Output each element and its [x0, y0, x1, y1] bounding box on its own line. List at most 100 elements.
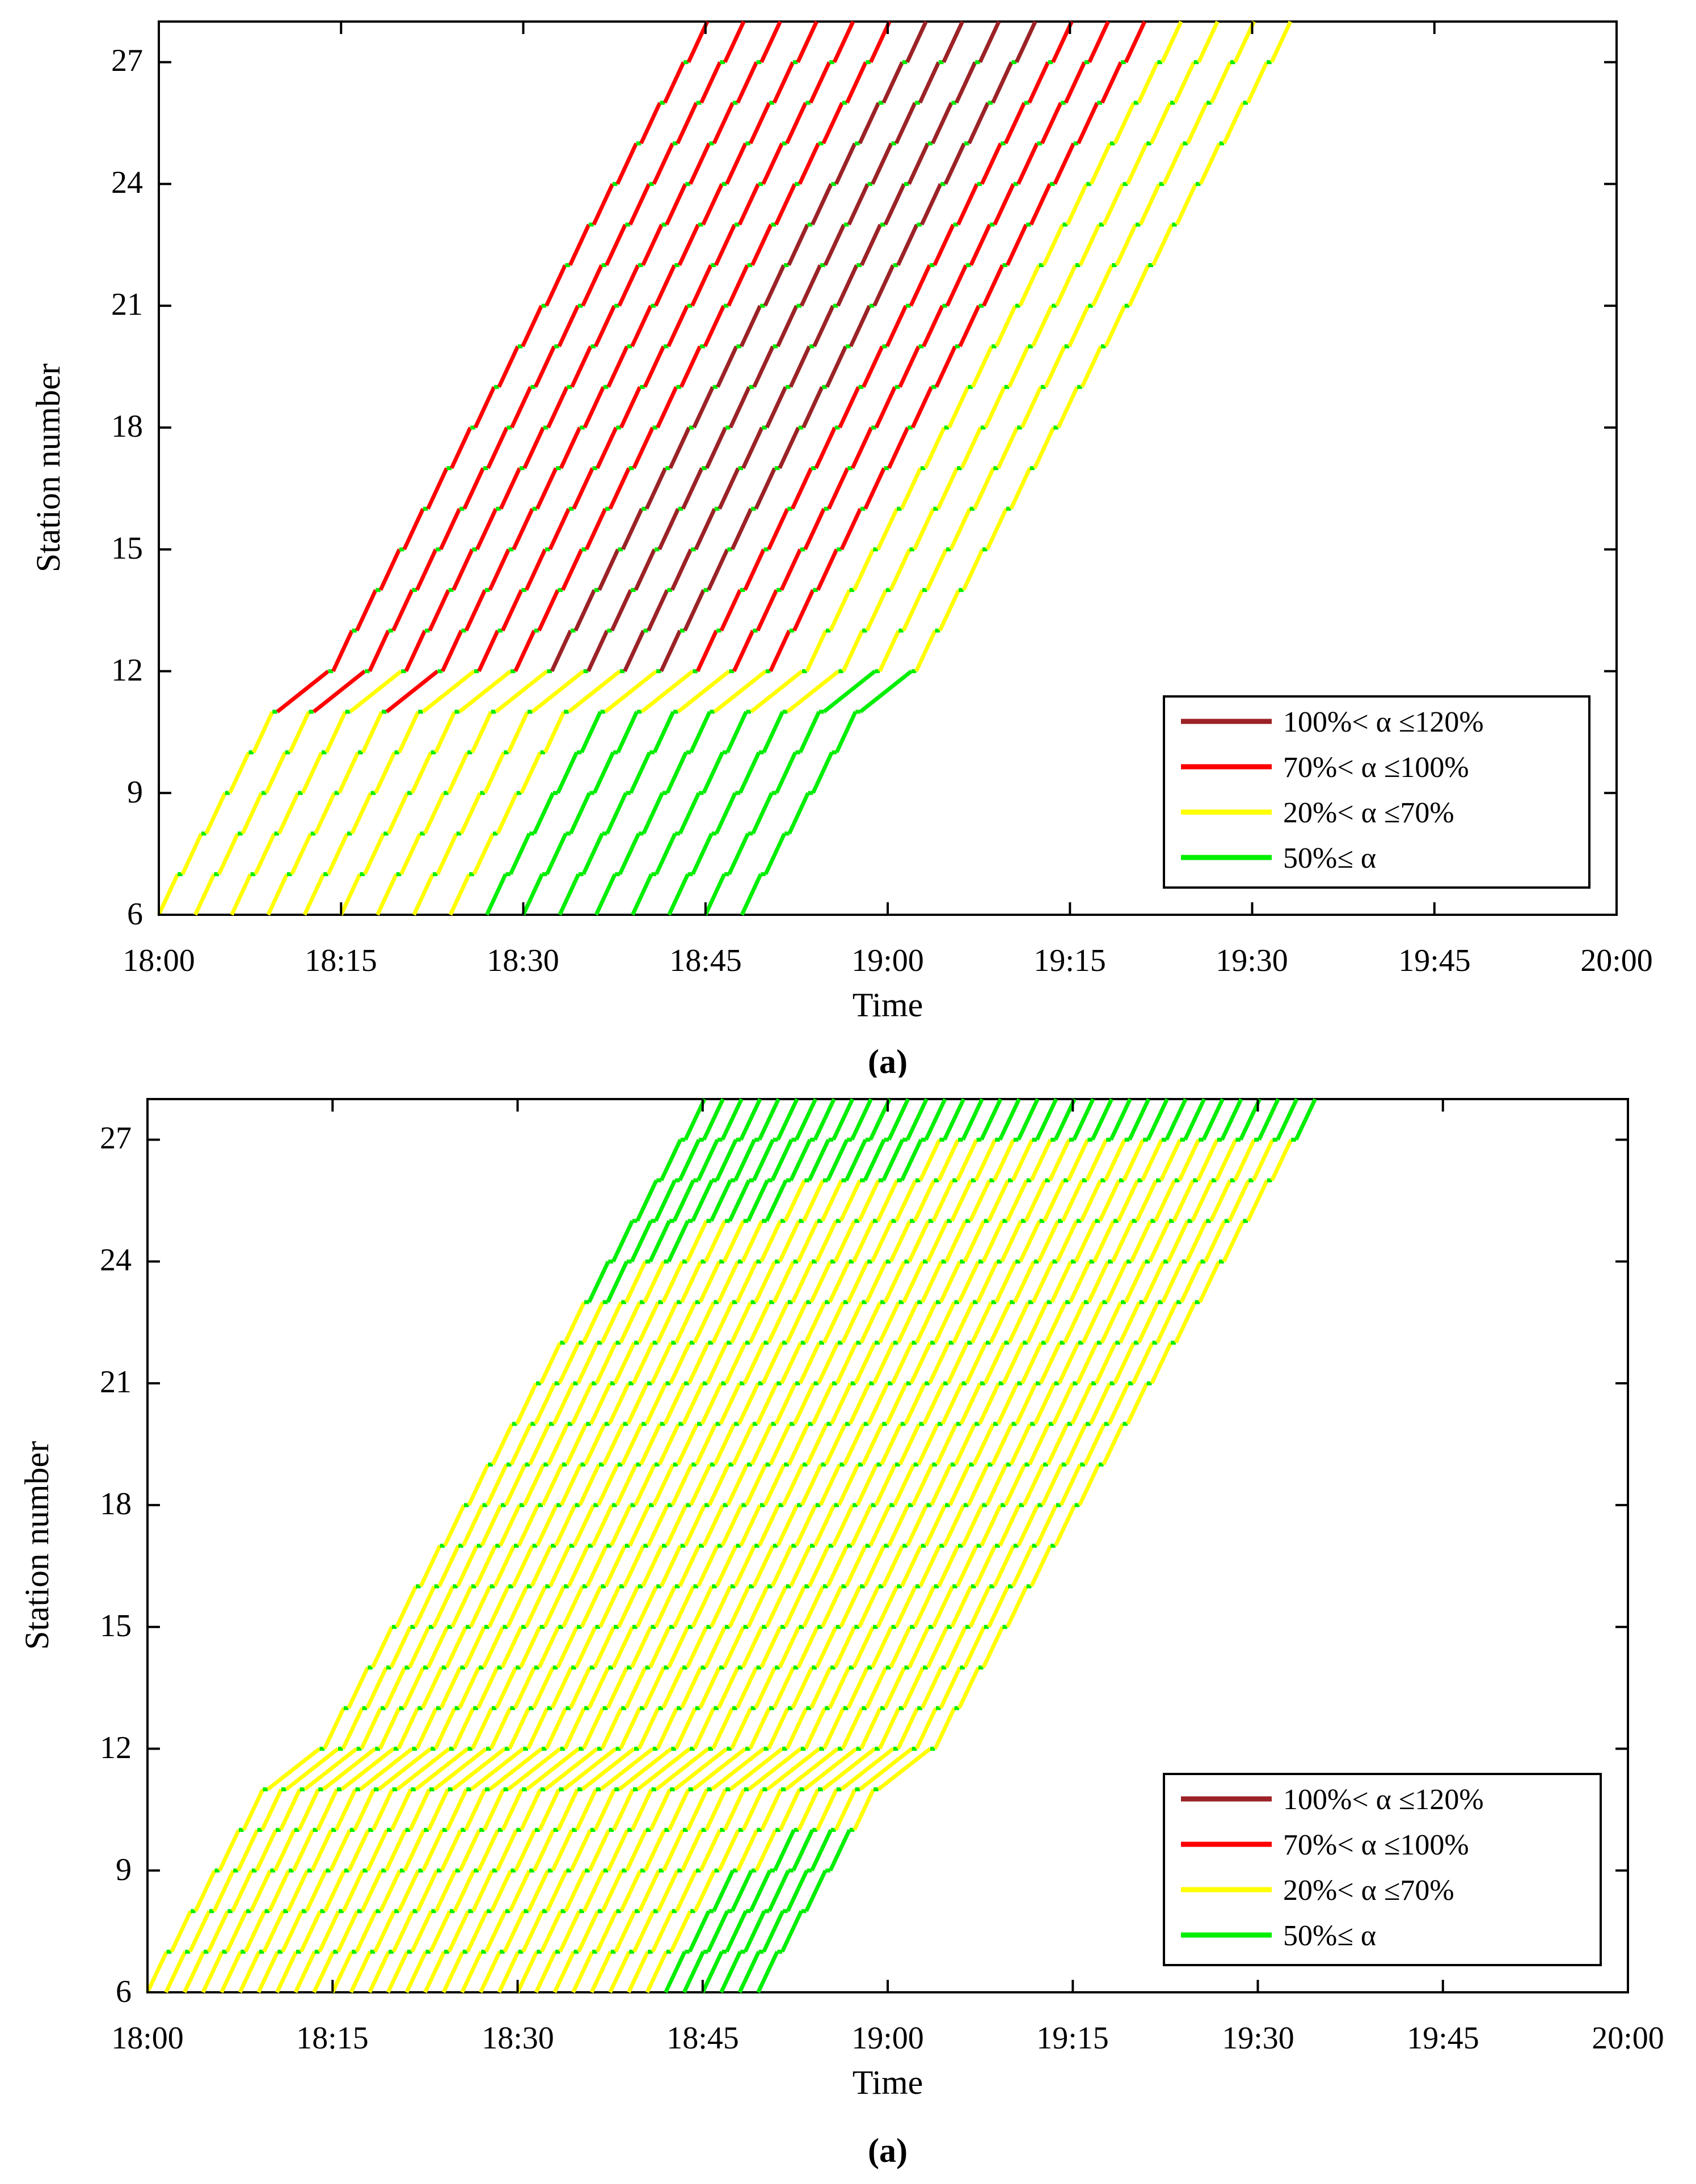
- train-run-segment: [752, 1545, 775, 1587]
- train-run-segment: [644, 467, 668, 510]
- train-run-segment: [940, 1382, 964, 1425]
- train-run-segment: [832, 1504, 855, 1547]
- train-run-segment: [950, 1585, 973, 1628]
- train-run-segment: [665, 751, 688, 794]
- train-run-segment: [807, 1545, 830, 1587]
- train-run-segment: [413, 1585, 436, 1628]
- train-run-segment: [1209, 61, 1233, 104]
- train-run-segment: [341, 1707, 364, 1750]
- y-tick-label: 21: [111, 287, 143, 322]
- train-run-segment: [931, 102, 954, 145]
- train-run-segment: [499, 467, 522, 510]
- train-run-segment: [591, 1504, 614, 1547]
- train-run-segment: [727, 833, 750, 875]
- train-run-segment: [558, 873, 581, 916]
- train-run-segment: [1044, 345, 1066, 388]
- train-run-segment: [958, 305, 981, 348]
- train-run-segment: [323, 1869, 347, 1912]
- train-line-3: [230, 20, 782, 916]
- train-run-segment: [512, 508, 534, 551]
- train-run-segment: [1078, 223, 1101, 266]
- train-run-segment: [925, 548, 948, 591]
- train-run-segment: [661, 1666, 685, 1709]
- train-run-segment: [649, 1788, 672, 1831]
- train-run-segment: [911, 1463, 934, 1506]
- train-run-segment: [656, 386, 678, 429]
- train-run-segment: [770, 1139, 794, 1181]
- train-run-segment: [1011, 1139, 1034, 1181]
- train-run-segment: [1148, 1220, 1171, 1262]
- train-run-segment: [503, 1910, 526, 1953]
- train-run-segment: [936, 467, 959, 510]
- train-run-segment: [968, 1179, 992, 1222]
- train-run-segment: [811, 1382, 834, 1425]
- train-run-segment: [1124, 1260, 1147, 1303]
- train-run-segment: [500, 589, 524, 632]
- legend-label: 50%≤ α: [1283, 1920, 1376, 1952]
- train-run-segment: [558, 1910, 581, 1953]
- train-run-segment: [783, 1585, 807, 1628]
- train-run-segment: [561, 1585, 584, 1628]
- train-run-segment: [1089, 142, 1112, 185]
- train-run-segment: [277, 792, 300, 835]
- train-run-segment: [749, 669, 804, 713]
- train-run-segment: [370, 1626, 394, 1668]
- train-run-segment: [835, 1342, 858, 1384]
- train-run-segment: [562, 1747, 617, 1791]
- train-run-segment: [710, 1747, 765, 1791]
- train-run-segment: [1024, 1179, 1047, 1222]
- train-run-segment: [1135, 1179, 1158, 1222]
- train-run-segment: [559, 426, 582, 469]
- train-run-segment: [992, 1139, 1015, 1181]
- train-run-segment: [803, 508, 826, 551]
- train-run-segment: [501, 1788, 524, 1831]
- train-run-segment: [610, 589, 633, 632]
- train-run-segment: [452, 548, 474, 591]
- train-run-segment: [1057, 1342, 1081, 1384]
- train-run-segment: [521, 1910, 545, 1953]
- train-run-segment: [769, 630, 791, 672]
- train-run-segment: [1030, 1139, 1053, 1181]
- train-run-segment: [1068, 1260, 1091, 1303]
- train-run-segment: [724, 1342, 747, 1384]
- train-run-segment: [674, 1301, 697, 1344]
- y-tick-label: 24: [111, 165, 143, 200]
- train-run-segment: [844, 1545, 867, 1587]
- train-run-segment: [498, 1504, 521, 1547]
- train-run-segment: [515, 1382, 538, 1425]
- train-run-segment: [996, 1382, 1019, 1425]
- train-run-segment: [331, 1950, 354, 1993]
- train-run-segment: [715, 1545, 738, 1587]
- train-run-segment: [1018, 1220, 1041, 1262]
- train-run-segment: [735, 1260, 758, 1303]
- train-run-segment: [1246, 1179, 1269, 1222]
- train-run-segment: [760, 20, 782, 64]
- train-run-segment: [652, 142, 675, 185]
- train-run-segment: [718, 467, 740, 510]
- train-run-segment: [1089, 1382, 1112, 1425]
- train-run-segment: [667, 873, 690, 916]
- train-run-segment: [508, 1869, 531, 1912]
- train-run-segment: [643, 1260, 666, 1303]
- train-run-segment: [545, 264, 567, 307]
- train-run-segment: [778, 1626, 801, 1668]
- train-run-segment: [1149, 102, 1172, 145]
- train-run-segment: [650, 1342, 673, 1384]
- train-run-segment: [445, 1626, 468, 1668]
- train-run-segment: [703, 305, 726, 348]
- train-run-segment: [1227, 1179, 1251, 1222]
- train-run-segment: [521, 873, 544, 916]
- train-run-segment: [820, 1585, 843, 1628]
- train-run-segment: [533, 1382, 556, 1425]
- train-run-segment: [556, 751, 579, 794]
- train-run-segment: [955, 1139, 978, 1181]
- train-run-segment: [623, 630, 646, 672]
- train-run-segment: [923, 426, 946, 469]
- train-run-segment: [554, 1504, 577, 1547]
- y-tick-label: 18: [100, 1486, 132, 1522]
- train-run-segment: [1030, 1545, 1053, 1587]
- train-run-segment: [836, 264, 859, 307]
- train-run-segment: [1035, 1098, 1058, 1141]
- train-run-segment: [725, 1910, 748, 1953]
- train-run-segment: [436, 833, 458, 875]
